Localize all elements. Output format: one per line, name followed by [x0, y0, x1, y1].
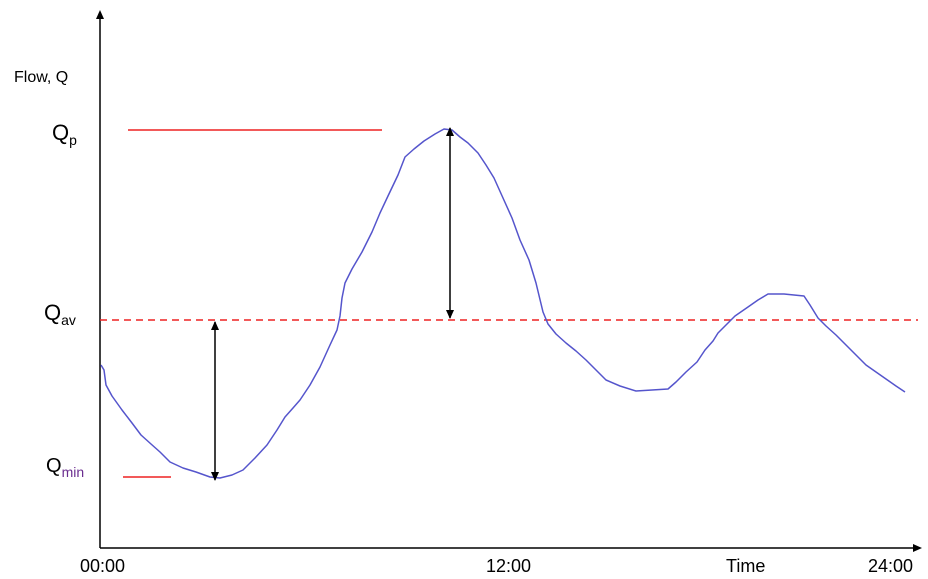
minimum-flow-label: Qmin: [46, 455, 84, 480]
x-tick-middle: 12:00: [486, 556, 531, 576]
average-flow-label: Qav: [44, 300, 76, 328]
x-axis-label: Time: [726, 556, 765, 576]
y-axis-label: Flow, Q: [14, 69, 68, 86]
x-tick-end: 24:00: [868, 556, 913, 576]
flow-curve: [100, 128, 906, 479]
x-tick-start: 00:00: [80, 556, 125, 576]
peak-flow-label: Qp: [52, 120, 77, 148]
